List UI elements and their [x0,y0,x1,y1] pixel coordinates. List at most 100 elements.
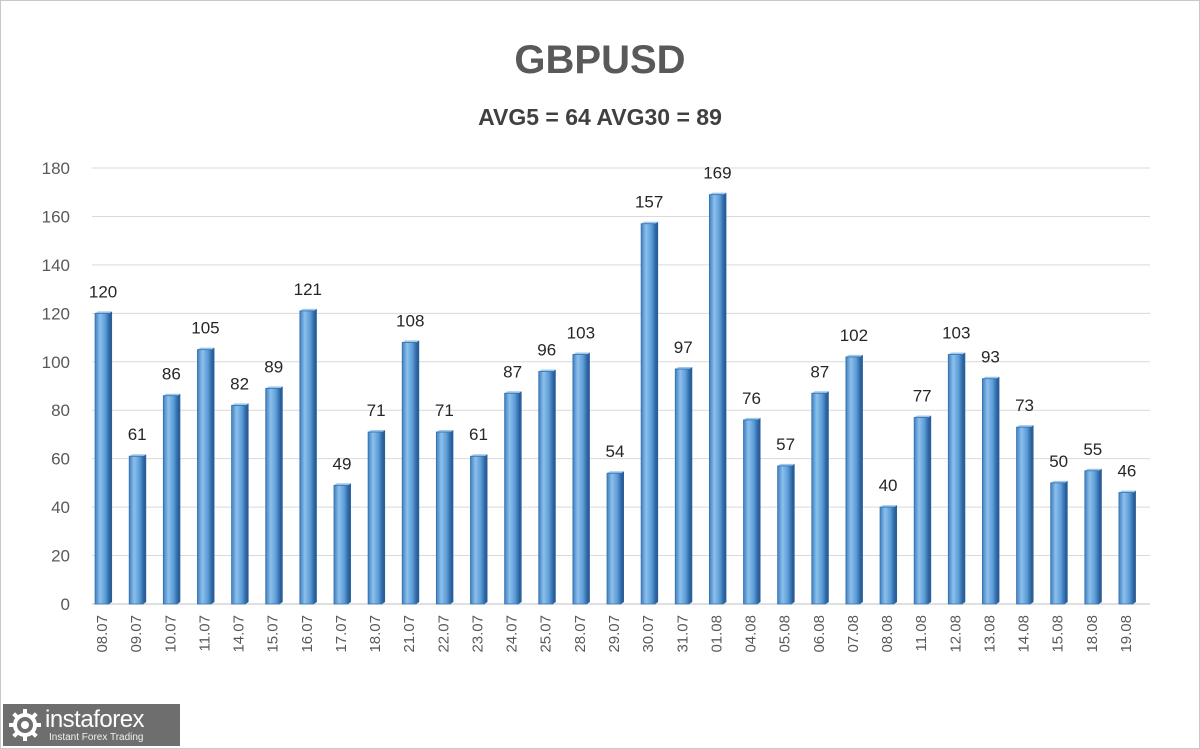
data-label: 82 [230,374,249,393]
y-tick-label: 80 [51,401,70,420]
bar-side [962,352,966,604]
data-label: 105 [191,319,219,338]
bar-side [450,430,454,604]
bar-side [313,308,317,604]
bar [265,388,281,605]
bar-top [572,352,590,355]
y-tick-label: 100 [42,353,70,372]
data-label: 108 [396,311,424,330]
data-label: 96 [537,340,556,359]
bar-side [621,471,624,604]
bar [231,404,246,605]
bar-top [709,192,727,195]
data-label: 40 [879,476,898,495]
bar-top [163,393,181,396]
data-label: 57 [776,435,795,454]
x-tick-label: 23.07 [469,615,486,653]
bar-side [791,463,795,604]
data-label: 86 [162,365,181,384]
bar [435,431,451,605]
bar-top [333,483,351,486]
bar-top [368,430,386,433]
bar-side [1064,480,1068,604]
bar-side [279,386,283,604]
bar-top [299,308,317,311]
bar-side [245,403,249,604]
bar-top [948,352,966,355]
data-label: 87 [810,362,829,381]
x-tick-label: 18.07 [367,615,384,653]
y-tick-label: 0 [61,595,70,614]
bar [367,431,383,605]
bar-top [231,403,249,406]
gear-logo-icon [9,709,41,741]
bar [879,506,895,605]
x-tick-label: 24.07 [504,615,521,653]
bar-side [1030,425,1034,604]
bar [708,194,724,605]
data-label: 61 [469,425,488,444]
data-label: 71 [367,401,386,420]
bar-top [129,454,147,457]
y-tick-label: 60 [51,450,70,469]
y-axis: 0 20 40 60 80 100 120 140 160 180 [42,159,70,614]
bar-top [1050,480,1068,483]
bar-top [914,415,932,418]
x-tick-label: 21.07 [401,615,418,653]
bar [333,484,349,605]
chart-subtitle: AVG5 = 64 AVG30 = 89 [478,104,722,130]
bar-top [880,505,898,508]
bar [845,356,861,605]
watermark-tagline: Instant Forex Trading [49,732,144,743]
bar-side [347,483,351,604]
data-label: 46 [1117,462,1136,481]
data-label: 103 [942,324,970,343]
bar-top [777,463,795,466]
x-tick-label: 15.07 [265,615,282,653]
x-tick-label: 15.08 [1050,615,1067,653]
bar [572,354,588,605]
bar [743,419,758,605]
x-tick-label: 08.07 [94,615,111,653]
watermark-brand-name: instaforex [45,706,145,733]
data-label: 73 [1015,396,1034,415]
x-tick-label: 10.07 [162,615,179,653]
x-tick-label: 08.08 [879,615,896,653]
data-label: 55 [1083,440,1102,459]
bar [777,465,793,605]
data-label: 121 [294,280,322,299]
x-tick-label: 11.08 [913,615,930,651]
bar [94,312,110,605]
y-tick-label: 40 [51,498,70,517]
x-tick-label: 25.07 [538,615,555,653]
x-axis: 08.07 09.07 10.07 11.07 14.07 15.07 16.07 17.07… [94,615,1135,653]
bar-top [436,430,454,433]
y-tick-label: 120 [42,304,70,323]
bar [811,392,827,605]
data-label: 87 [503,362,522,381]
data-label: 49 [333,454,352,473]
x-tick-label: 31.07 [674,615,691,653]
x-tick-label: 06.08 [811,615,828,653]
x-tick-label: 14.07 [231,615,248,653]
data-label: 103 [567,324,595,343]
data-label: 93 [981,348,1000,367]
bar [128,455,144,605]
bar-top [811,391,829,394]
bar-side [825,391,829,604]
bar-side [586,352,590,604]
bar-top [402,340,420,343]
bar-side [484,454,488,604]
x-tick-label: 14.08 [1016,615,1033,653]
bar-side [723,192,727,604]
bar-side [143,454,147,604]
x-tick-label: 01.08 [708,615,725,653]
bar [470,455,485,605]
bar-side [1132,490,1136,604]
data-label: 157 [635,193,663,212]
bar-top [95,311,113,314]
x-tick-label: 11.07 [196,615,213,651]
data-labels: 120 61 86 105 82 89 121 49 71 108 71 61 87 96 103 54 157… [89,164,1137,495]
data-label: 102 [840,326,868,345]
bar-top [1016,425,1034,428]
